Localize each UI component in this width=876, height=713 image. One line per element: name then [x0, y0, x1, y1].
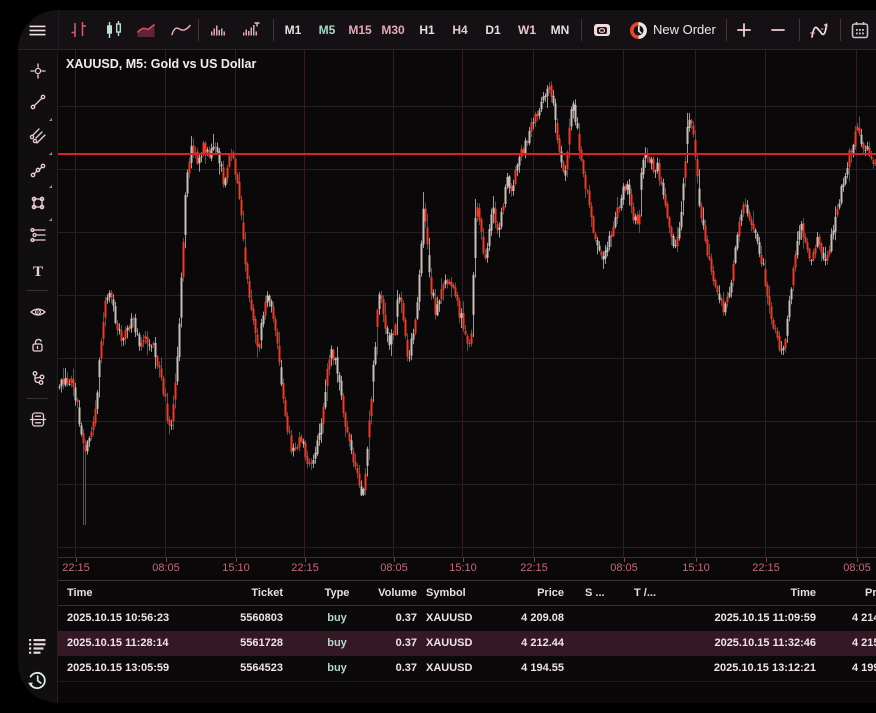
svg-text:T: T: [33, 264, 43, 280]
